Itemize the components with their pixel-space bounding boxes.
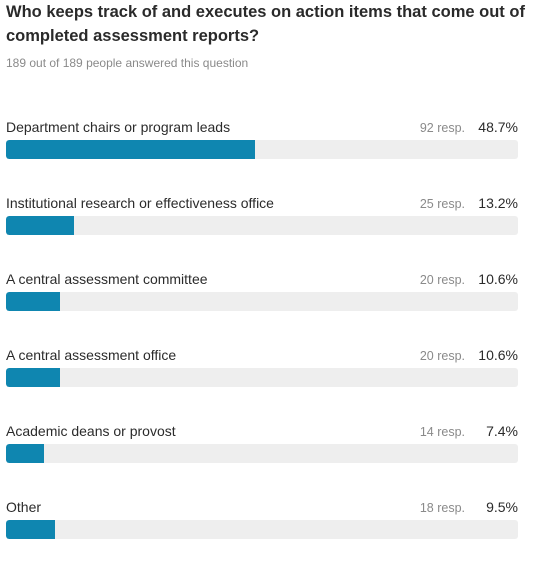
result-percent: 13.2% xyxy=(478,195,518,211)
result-bar xyxy=(6,444,44,463)
result-percent: 10.6% xyxy=(478,347,518,363)
result-count: 20 resp. xyxy=(419,273,465,287)
result-label: Other xyxy=(6,499,42,515)
answered-count: 189 out of 189 people answered this ques… xyxy=(6,56,249,70)
result-bar-track xyxy=(6,292,518,311)
result-label: Academic deans or provost xyxy=(6,423,176,439)
result-percent: 48.7% xyxy=(478,119,518,135)
result-label: A central assessment committee xyxy=(6,271,208,287)
result-bar xyxy=(6,520,55,539)
result-bar-track xyxy=(6,140,518,159)
result-bar-track xyxy=(6,216,518,235)
result-count: 20 resp. xyxy=(419,349,465,363)
result-label: Department chairs or program leads xyxy=(6,119,231,135)
result-row: A central assessment committee 20 resp. 10… xyxy=(0,270,539,330)
result-label: A central assessment office xyxy=(6,347,177,363)
result-row: Academic deans or provost 14 resp. 7.4% xyxy=(0,422,539,482)
result-count: 25 resp. xyxy=(419,197,465,211)
result-percent: 7.4% xyxy=(486,423,518,439)
result-row: A central assessment office 20 resp. 10.6% xyxy=(0,346,539,406)
result-bar xyxy=(6,368,60,387)
result-count: 92 resp. xyxy=(419,121,465,135)
result-percent: 10.6% xyxy=(478,271,518,287)
result-count: 14 resp. xyxy=(419,425,465,439)
result-row: Other 18 resp. 9.5% xyxy=(0,498,539,558)
result-bar-track xyxy=(6,368,518,387)
result-bar xyxy=(6,292,60,311)
result-bar xyxy=(6,140,255,159)
result-percent: 9.5% xyxy=(486,499,518,515)
result-row: Department chairs or program leads 92 res… xyxy=(0,118,539,178)
result-row: Institutional research or effectiveness … xyxy=(0,194,539,254)
result-bar-track xyxy=(6,520,518,539)
result-bar-track xyxy=(6,444,518,463)
result-count: 18 resp. xyxy=(419,501,465,515)
question-title: Who keeps track of and executes on actio… xyxy=(6,3,525,45)
result-bar xyxy=(6,216,74,235)
result-label: Institutional research or effectiveness … xyxy=(6,195,274,211)
